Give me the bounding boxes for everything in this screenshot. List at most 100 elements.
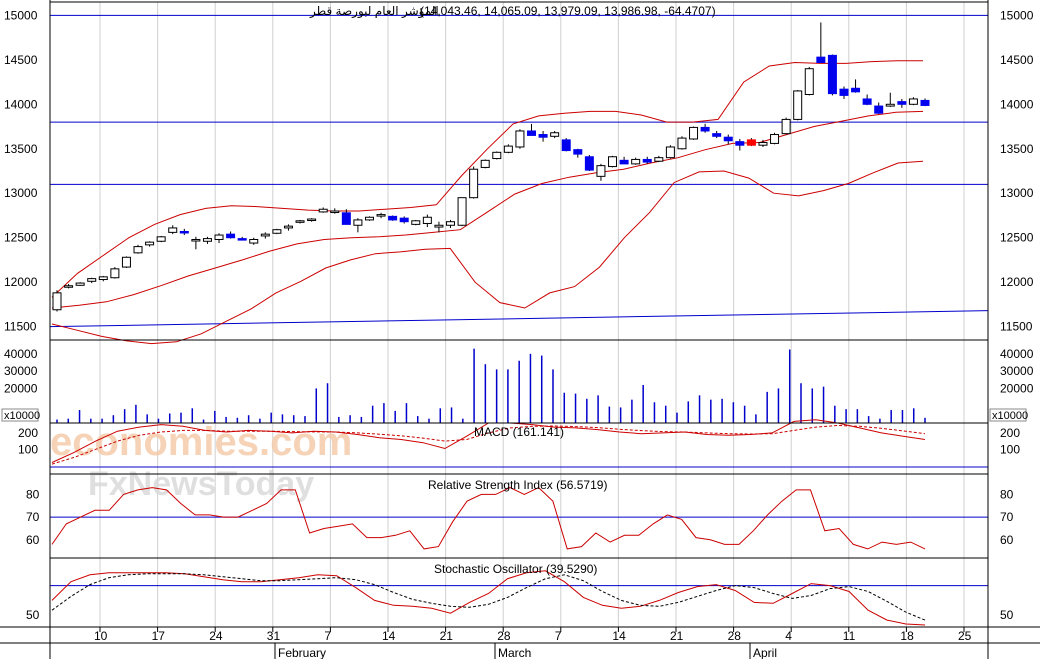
volume-unit-box xyxy=(989,408,1027,422)
candle-body xyxy=(689,126,699,140)
candle-body xyxy=(908,98,918,105)
day-tick-label: 18 xyxy=(900,629,914,643)
candle-body xyxy=(492,151,502,160)
price-tick-label-left: 13000 xyxy=(4,186,38,200)
candle-body xyxy=(457,197,467,226)
candle-body xyxy=(584,156,594,171)
candle-body xyxy=(411,220,421,225)
bollinger-lower-line xyxy=(51,160,924,345)
candle-body xyxy=(735,141,745,146)
price-values: (14,043.46, 14,065.09, 13,979.09, 13,986… xyxy=(420,4,716,18)
candle-body xyxy=(816,56,826,63)
candle-body xyxy=(434,224,444,228)
macd-tick-label-right: 100 xyxy=(1000,442,1020,456)
candle-body xyxy=(885,103,895,107)
candle-body xyxy=(793,90,803,120)
candle-body xyxy=(341,212,351,225)
candle-body xyxy=(75,282,85,286)
candle-body xyxy=(191,238,201,242)
rsi-tick-label-right: 80 xyxy=(1000,487,1014,501)
candle-body xyxy=(550,132,560,137)
candle-body xyxy=(98,276,108,281)
candle-body xyxy=(677,137,687,150)
candle-body xyxy=(168,227,178,233)
rsi-tick-label-left: 70 xyxy=(26,510,40,524)
candle-body xyxy=(515,130,525,148)
candle-body xyxy=(422,216,432,224)
volume-tick-label-right: 40000 xyxy=(1000,347,1034,361)
price-tick-label-left: 14500 xyxy=(4,53,38,67)
candle-body xyxy=(202,238,212,242)
bollinger-upper-line xyxy=(51,60,923,298)
day-tick-label: 7 xyxy=(555,629,562,643)
candle-body xyxy=(781,118,791,135)
day-tick-label: 21 xyxy=(670,629,684,643)
candle-body xyxy=(121,256,131,268)
month-label: March xyxy=(498,646,531,659)
candle-body xyxy=(654,157,664,162)
candle-body xyxy=(283,225,293,229)
candle-body xyxy=(480,159,490,168)
day-tick-label: 11 xyxy=(843,629,856,643)
macd-tick-label-right: 200 xyxy=(1000,426,1020,440)
candle-body xyxy=(804,68,814,96)
volume-unit-label-left: x10000 xyxy=(4,410,40,422)
volume-tick-label-right: 20000 xyxy=(1000,381,1034,395)
price-title: المؤشر العام لبورصة قطر xyxy=(309,4,439,19)
candle-body xyxy=(874,105,884,114)
stoch-tick-label-right: 50 xyxy=(1000,608,1014,622)
day-tick-label: 28 xyxy=(497,629,511,643)
candle-body xyxy=(307,218,317,222)
candle-body xyxy=(145,241,155,246)
macd-tick-label-left: 100 xyxy=(18,442,38,456)
rsi-tick-label-left: 60 xyxy=(26,533,40,547)
candle-body xyxy=(179,230,189,234)
candle-body xyxy=(318,208,328,213)
price-tick-label-left: 15000 xyxy=(4,8,38,22)
candle-body xyxy=(573,149,583,155)
candle-body xyxy=(64,285,74,288)
candle-body xyxy=(851,87,861,93)
price-tick-label-right: 13000 xyxy=(1000,186,1034,200)
stoch-d-line xyxy=(51,573,926,621)
candle-body xyxy=(758,142,768,146)
macd-signal-line xyxy=(51,424,926,465)
price-tick-label-right: 13500 xyxy=(1000,142,1034,156)
price-tick-label-left: 12000 xyxy=(4,275,38,289)
price-tick-label-left: 14000 xyxy=(4,97,38,111)
price-tick-label-left: 12500 xyxy=(4,231,38,245)
price-tick-label-left: 11500 xyxy=(4,320,37,334)
candle-body xyxy=(226,233,236,239)
candle-body xyxy=(596,165,606,177)
day-tick-label: 21 xyxy=(440,629,454,643)
candle-body xyxy=(920,99,930,106)
rsi-tick-label-right: 70 xyxy=(1000,510,1014,524)
candle-body xyxy=(631,158,641,165)
day-tick-label: 14 xyxy=(612,629,626,643)
candle-body xyxy=(237,238,247,241)
candle-body xyxy=(561,139,571,152)
bollinger-middle-line xyxy=(51,110,924,309)
volume-tick-label-left: 20000 xyxy=(4,381,38,395)
candle-body xyxy=(330,210,340,214)
rsi-tick-label-left: 80 xyxy=(26,487,40,501)
rsi-title: Relative Strength Index (56.5719) xyxy=(428,478,607,492)
price-tick-label-right: 12000 xyxy=(1000,275,1034,289)
candle-body xyxy=(839,88,849,96)
volume-tick-label-left: 30000 xyxy=(4,364,38,378)
candle-body xyxy=(295,220,305,223)
candle-body xyxy=(665,146,675,159)
volume-tick-label-right: 30000 xyxy=(1000,364,1034,378)
volume-unit-label-right: x10000 xyxy=(992,410,1028,422)
volume-panel xyxy=(56,348,926,423)
macd-title: MACD (161.141) xyxy=(474,425,564,439)
day-tick-label: 25 xyxy=(958,629,972,643)
candle-body xyxy=(469,168,479,199)
candle-body xyxy=(608,156,618,168)
day-tick-label: 14 xyxy=(382,629,396,643)
candle-body xyxy=(52,292,62,311)
volume-unit-box xyxy=(1,408,39,422)
price-tick-label-left: 13500 xyxy=(4,142,38,156)
